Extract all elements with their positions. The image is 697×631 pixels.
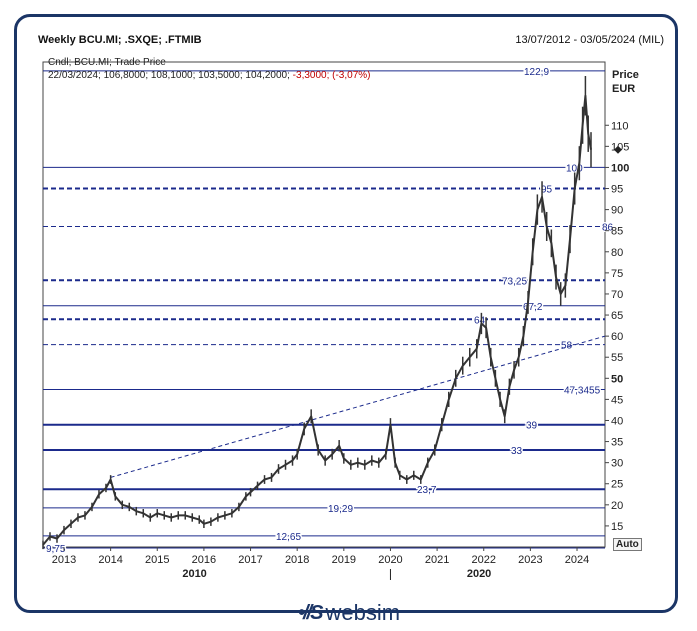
chart-title: Weekly BCU.MI; .SXQE; .FTMIB: [38, 34, 202, 46]
plot-border: [42, 61, 606, 548]
y-tick-label: 95: [611, 184, 623, 196]
level-label: 23,7: [417, 485, 437, 496]
y-tick-label: 110: [611, 120, 629, 132]
y-tick-label: 35: [611, 437, 623, 449]
websim-logo-icon: •//S: [298, 601, 324, 624]
level-label: 47,3455: [564, 385, 601, 396]
date-range: 13/07/2012 - 03/05/2024 (MIL): [515, 34, 664, 46]
level-label: 122,9: [524, 67, 549, 78]
level-label: 12,65: [276, 532, 301, 543]
y-tick-label: 50: [611, 373, 623, 385]
y-tick-label: 100: [611, 162, 629, 174]
y-axis-title: Price EUR: [612, 68, 639, 96]
level-label: 73,25: [502, 276, 527, 287]
y-tick-label: 75: [611, 268, 623, 280]
y-axis-title-price: Price: [612, 69, 639, 81]
x-tick-label: 2019: [332, 554, 356, 566]
websim-logo: •//S websim: [298, 600, 400, 626]
last-price-marker: [614, 145, 622, 154]
y-tick-label: 30: [611, 458, 623, 470]
info-change: -3,3000; (-3,07%): [292, 70, 371, 81]
websim-logo-text: websim: [325, 600, 401, 625]
x-tick-label: 2020: [378, 554, 402, 566]
price-series-line: [42, 94, 592, 546]
x-tick-label: 2023: [518, 554, 542, 566]
level-label: 39: [526, 421, 538, 432]
level-label: 95: [541, 185, 553, 196]
trend-line: [110, 335, 606, 478]
chart-titlebar: Weekly BCU.MI; .SXQE; .FTMIB 13/07/2012 …: [38, 34, 664, 50]
y-tick-label: 70: [611, 289, 623, 301]
y-tick-label: 15: [611, 521, 623, 533]
auto-scale-button[interactable]: Auto: [613, 538, 642, 551]
level-label: 33: [511, 446, 523, 457]
y-tick-label: 85: [611, 226, 623, 238]
x-tick-label: 2014: [98, 554, 122, 566]
x-tick-label: 2017: [238, 554, 262, 566]
y-axis-title-currency: EUR: [612, 83, 636, 95]
y-tick-label: 25: [611, 479, 623, 491]
y-tick-label: 65: [611, 310, 623, 322]
y-tick-label: 80: [611, 247, 623, 259]
x-tick-label: 2016: [192, 554, 216, 566]
level-label: 58: [561, 341, 573, 352]
y-tick-label: 105: [611, 141, 629, 153]
x-tick-label: 2018: [285, 554, 309, 566]
x-tick-label: 2021: [425, 554, 449, 566]
level-label: 19,29: [328, 504, 353, 515]
y-tick-label: 20: [611, 500, 623, 512]
x-tick-label: 2024: [565, 554, 589, 566]
level-label: 9,75: [46, 544, 66, 555]
info-series: Cndl; BCU.MI; Trade Price: [48, 57, 166, 68]
x-tick-label: 2022: [471, 554, 495, 566]
level-label: 86: [602, 222, 614, 233]
price-chart[interactable]: 122,9100958673,2567,2645847,3455393323,7…: [30, 52, 670, 582]
chart-frame: [14, 14, 678, 613]
info-ohlc: 22/03/2024; 106,8000; 108,1000; 103,5000…: [48, 69, 371, 82]
x-group-label: 2010: [182, 568, 206, 580]
x-tick-label: 2015: [145, 554, 169, 566]
info-ohlc-values: 22/03/2024; 106,8000; 108,1000; 103,5000…: [48, 70, 290, 81]
y-tick-label: 90: [611, 205, 623, 217]
x-group-label: 2020: [467, 568, 491, 580]
cursor-info: Cndl; BCU.MI; Trade Price 22/03/2024; 10…: [48, 56, 371, 82]
y-tick-label: 40: [611, 415, 623, 427]
y-tick-label: 45: [611, 394, 623, 406]
x-tick-label: 2013: [52, 554, 76, 566]
y-tick-label: 60: [611, 331, 623, 343]
y-tick-label: 55: [611, 352, 623, 364]
